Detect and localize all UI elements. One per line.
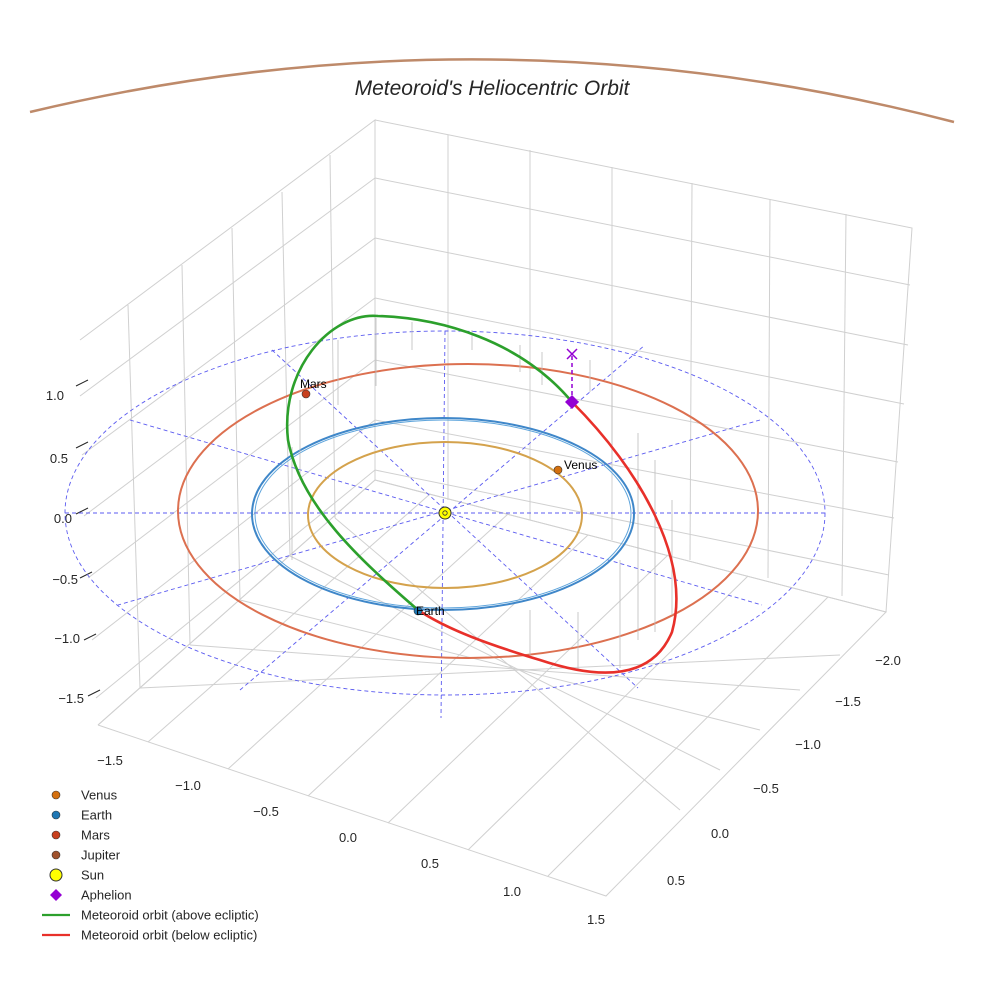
x-tick-labels: −1.5 −1.0 −0.5 0.0 0.5 1.0 1.5 [97,753,605,927]
z-tick: 0.5 [50,451,68,466]
y-tick: −1.0 [795,737,821,752]
z-tick: −0.5 [52,572,78,587]
legend-label: Earth [81,808,112,823]
legend-label: Meteoroid orbit (above ecliptic) [81,908,259,923]
z-tick: −1.0 [54,631,80,646]
z-tick-labels: 1.0 0.5 0.0 −0.5 −1.0 −1.5 [46,388,84,706]
meteoroid-orbit-above [285,314,573,611]
earth-orbit-inner [254,419,632,609]
earth-orbit [251,417,635,611]
earth-marker [413,606,423,616]
x-tick: −1.0 [175,778,201,793]
chart-title: Meteoroid's Heliocentric Orbit [355,77,631,100]
legend-marker [51,810,61,820]
z-tick: 0.0 [54,511,72,526]
legend-label: Sun [81,868,104,883]
y-tick-labels: −2.0 −1.5 −1.0 −0.5 0.0 0.5 [667,653,901,888]
y-tick: −1.5 [835,694,861,709]
legend-label: Aphelion [81,888,132,903]
aphelion-projection-cross [566,348,578,360]
y-tick: 0.0 [711,826,729,841]
sun-marker [438,506,452,520]
x-tick: 1.5 [587,912,605,927]
jupiter-orbit-arc [29,58,955,124]
tick-marks [75,379,101,697]
venus-orbit [307,441,583,589]
z-tick: −1.5 [58,691,84,706]
earth-label: Earth [416,604,445,618]
legend-marker [51,850,61,860]
meteoroid-orbit-below [417,401,678,674]
aphelion-marker [565,395,579,409]
legend-marker [49,868,63,882]
x-tick: −0.5 [253,804,279,819]
y-tick: 0.5 [667,873,685,888]
z-tick: 1.0 [46,388,64,403]
y-tick: −2.0 [875,653,901,668]
venus-label: Venus [564,458,597,472]
venus-marker [553,465,563,475]
legend-marker [51,790,61,800]
legend-label: Jupiter [81,848,121,863]
x-tick: 0.0 [339,830,357,845]
legend: Venus Earth Mars Jupiter Sun Aphelion Meteoroi… [42,788,259,943]
legend-label: Meteoroid orbit (below ecliptic) [81,928,257,943]
y-tick: −0.5 [753,781,779,796]
legend-label: Venus [81,788,118,803]
x-tick: 0.5 [421,856,439,871]
mars-orbit [177,363,759,659]
x-tick: −1.5 [97,753,123,768]
axes-grid [79,119,913,897]
mars-label: Mars [300,377,327,391]
sun-core [442,510,448,516]
mars-marker [301,389,311,399]
legend-marker [50,889,62,901]
x-tick: 1.0 [503,884,521,899]
legend-marker [51,830,61,840]
legend-label: Mars [81,828,110,843]
